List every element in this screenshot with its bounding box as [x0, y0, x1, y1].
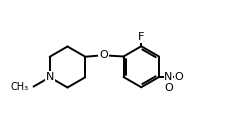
Text: N: N: [164, 72, 173, 82]
Text: O: O: [164, 83, 173, 93]
Text: F: F: [138, 32, 144, 42]
Text: O: O: [99, 51, 108, 61]
Text: O: O: [175, 72, 184, 82]
Text: N: N: [46, 72, 54, 82]
Text: CH₃: CH₃: [11, 82, 29, 92]
